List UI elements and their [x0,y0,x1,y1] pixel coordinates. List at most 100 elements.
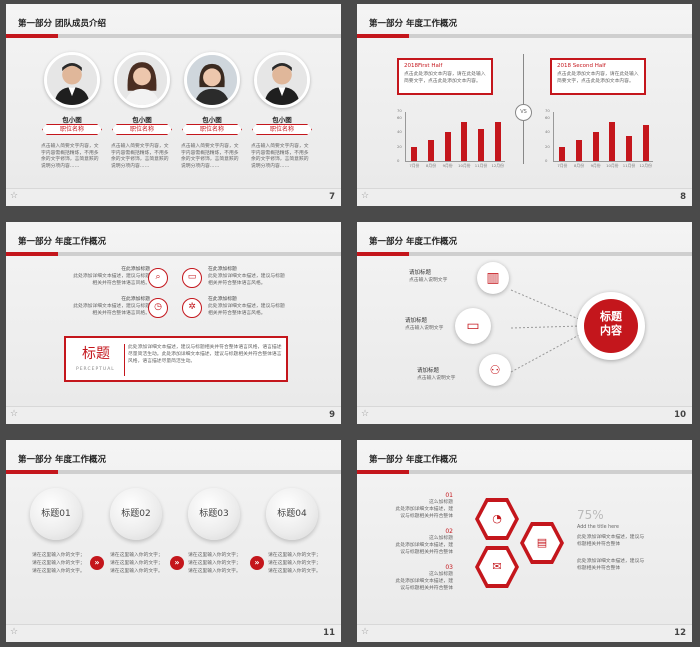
header-bar [6,252,341,256]
y-tick-label: 40 [397,129,402,135]
slide-title: 第一部分 年度工作概况 [18,455,106,465]
box-body: 点击此处添加文本内容，请在此处输入简要文字，点击此处添加文本内容。 [557,72,639,84]
x-tick-label: 10月份 [458,163,471,168]
feature-body: 此处添加详细文本描述，建议与标题相关并符合整体语言风格。 [73,274,150,286]
x-tick-label: 12月份 [639,163,652,168]
hexagon-tile: ◔ [475,498,519,540]
x-tick-label: 8月份 [573,163,584,168]
x-tick-label: 9月份 [590,163,601,168]
bar-chart-first-half: 0 20 40 60 70 7月份 8月份 9月份 10月份 11月份 12月份 [397,108,505,168]
slide-8[interactable]: 第一部分 年度工作概况 2018First Half 点击此处添加文本内容，请在… [357,4,692,206]
star-icon: ☆ [10,627,19,637]
feature-item: 在此添加标题 此处添加详细文本描述，建议与标题相关并符合整体语言风格。 [208,296,286,317]
avatar [184,52,240,108]
bar-chart-second-half: 0 20 40 60 70 7月份 8月份 9月份 10月份 11月份 12月份 [545,108,653,168]
feature-title: 在此添加标题 [208,267,237,272]
slide-footer: ☆ 10 [357,406,692,424]
header-bar-accent [6,252,58,256]
member-desc: 点击输入简要文字内容，文字内容需概括精炼，不用多余的文字修饰，言简意赅的说明分项… [251,144,309,169]
slide-10[interactable]: 第一部分 年度工作概况 请加标题 点击输入说明文字 请加标题 点击输入说明文字 … [357,222,692,424]
role-tag: 职位名称 [182,124,242,135]
double-chevron-icon: » [170,556,184,570]
slide-footer: ☆ 12 [357,624,692,642]
item-label: 请加标题 点击输入说明文字 [409,270,479,284]
numbered-item: 03 这么加标题 此处添加详细文本描述，建议与标题相关并符合整体 [393,564,453,592]
slide-title: 第一部分 年度工作概况 [369,455,457,465]
header-bar [357,34,692,38]
chart-bar [642,125,649,161]
slide-12[interactable]: 第一部分 年度工作概况 01 这么加标题 此处添加详细文本描述，建议与标题相关并… [357,440,692,642]
folder-icon: ▭ [182,268,202,288]
right-text: 此处添加详细文本描述，建议与标题相关并符合整体 [577,559,645,571]
percent-value: 75% [577,508,604,522]
banner-divider [124,344,125,376]
header-bar-accent [6,470,58,474]
item-body: 此处添加详细文本描述，建议与标题相关并符合整体 [395,507,453,519]
item-number: 03 [445,564,453,571]
member-desc: 点击输入简要文字内容，文字内容需概括精炼，不用多余的文字修饰，言简意赅的说明分项… [181,144,239,169]
slide-number: 10 [674,410,686,420]
topic-text: 请在这里输入你的文字；请在这里输入你的文字；请在这里输入你的文字。 [268,553,321,574]
vs-badge: VS [515,104,532,121]
y-tick-label: 70 [397,108,402,113]
banner-subtitle: PERCEPTUAL [76,367,115,372]
chart-bar [461,121,468,161]
feature-item: 在此添加标题 此处添加详细文本描述，建议与标题相关并符合整体语言风格。 [72,266,150,287]
chart-bar [444,132,451,161]
hexagon-tile: ✉ [475,546,519,588]
x-tick-label: 11月份 [474,163,488,168]
card-icon: ▤ [524,526,560,560]
chart-bar [428,139,434,161]
item-body: 此处添加详细文本描述，建议与标题相关并符合整体 [395,543,453,555]
slide-footer: ☆ 8 [357,188,692,206]
slide-9[interactable]: 第一部分 年度工作概况 在此添加标题 此处添加详细文本描述，建议与标题相关并符合… [6,222,341,424]
slide-footer: ☆ 7 [6,188,341,206]
header-bar [357,252,692,256]
feature-item: 在此添加标题 此处添加详细文本描述，建议与标题相关并符合整体语言风格。 [208,266,286,287]
y-tick-label: 20 [545,143,550,149]
slide-7[interactable]: 第一部分 团队成员介绍 包小图 包小图 包小图 包小图 职位名称 职位名称 职位… [6,4,341,206]
item-subtitle: 点击输入说明文字 [405,326,444,331]
topic-text: 请在这里输入你的文字；请在这里输入你的文字；请在这里输入你的文字。 [32,553,85,574]
double-chevron-icon: » [90,556,104,570]
avatar [114,52,170,108]
item-title: 这么加标题 [429,500,453,505]
chart-bar [609,121,616,161]
item-title: 请加标题 [417,368,440,374]
item-subtitle: 点击输入说明文字 [417,376,456,381]
role-tag: 职位名称 [112,124,172,135]
banner-title: 标题 [82,346,110,362]
item-number: 01 [445,492,453,499]
chart-bar [411,146,418,161]
slide-11[interactable]: 第一部分 年度工作概况 标题01 标题02 标题03 标题04 请在这里输入你的… [6,440,341,642]
y-tick-label: 20 [397,143,402,149]
x-tick-label: 12月份 [491,163,504,168]
member-name: 包小图 [272,116,292,124]
star-icon: ☆ [10,191,19,201]
y-tick-label: 0 [397,158,400,163]
topic-disc: 标题02 [110,488,162,540]
item-title: 这么加标题 [429,536,453,541]
slide-footer: ☆ 11 [6,624,341,642]
chart-bar [559,146,566,161]
item-label: 请加标题 点击输入说明文字 [417,368,487,382]
header-bar [6,34,341,38]
feature-title: 在此添加标题 [208,297,237,302]
x-tick-label: 7月份 [409,163,420,168]
laptop-icon: ▭ [455,308,491,344]
feature-body: 此处添加详细文本描述，建议与标题相关并符合整体语言风格。 [73,304,150,316]
item-title: 请加标题 [405,318,428,324]
double-chevron-icon: » [250,556,264,570]
star-icon: ☆ [10,409,19,419]
people-icon: ⚇ [479,354,511,386]
slide-number: 11 [323,628,335,638]
slide-title: 第一部分 团队成员介绍 [18,19,106,29]
item-subtitle: 点击输入说明文字 [409,278,448,283]
hexagon-tile: ▤ [520,522,564,564]
avatar [254,52,310,108]
chart-bar [576,139,582,161]
member-name: 包小图 [202,116,222,124]
numbered-item: 02 这么加标题 此处添加详细文本描述，建议与标题相关并符合整体 [393,528,453,556]
item-number: 02 [445,528,453,535]
topic-text: 请在这里输入你的文字；请在这里输入你的文字；请在这里输入你的文字。 [110,553,163,574]
